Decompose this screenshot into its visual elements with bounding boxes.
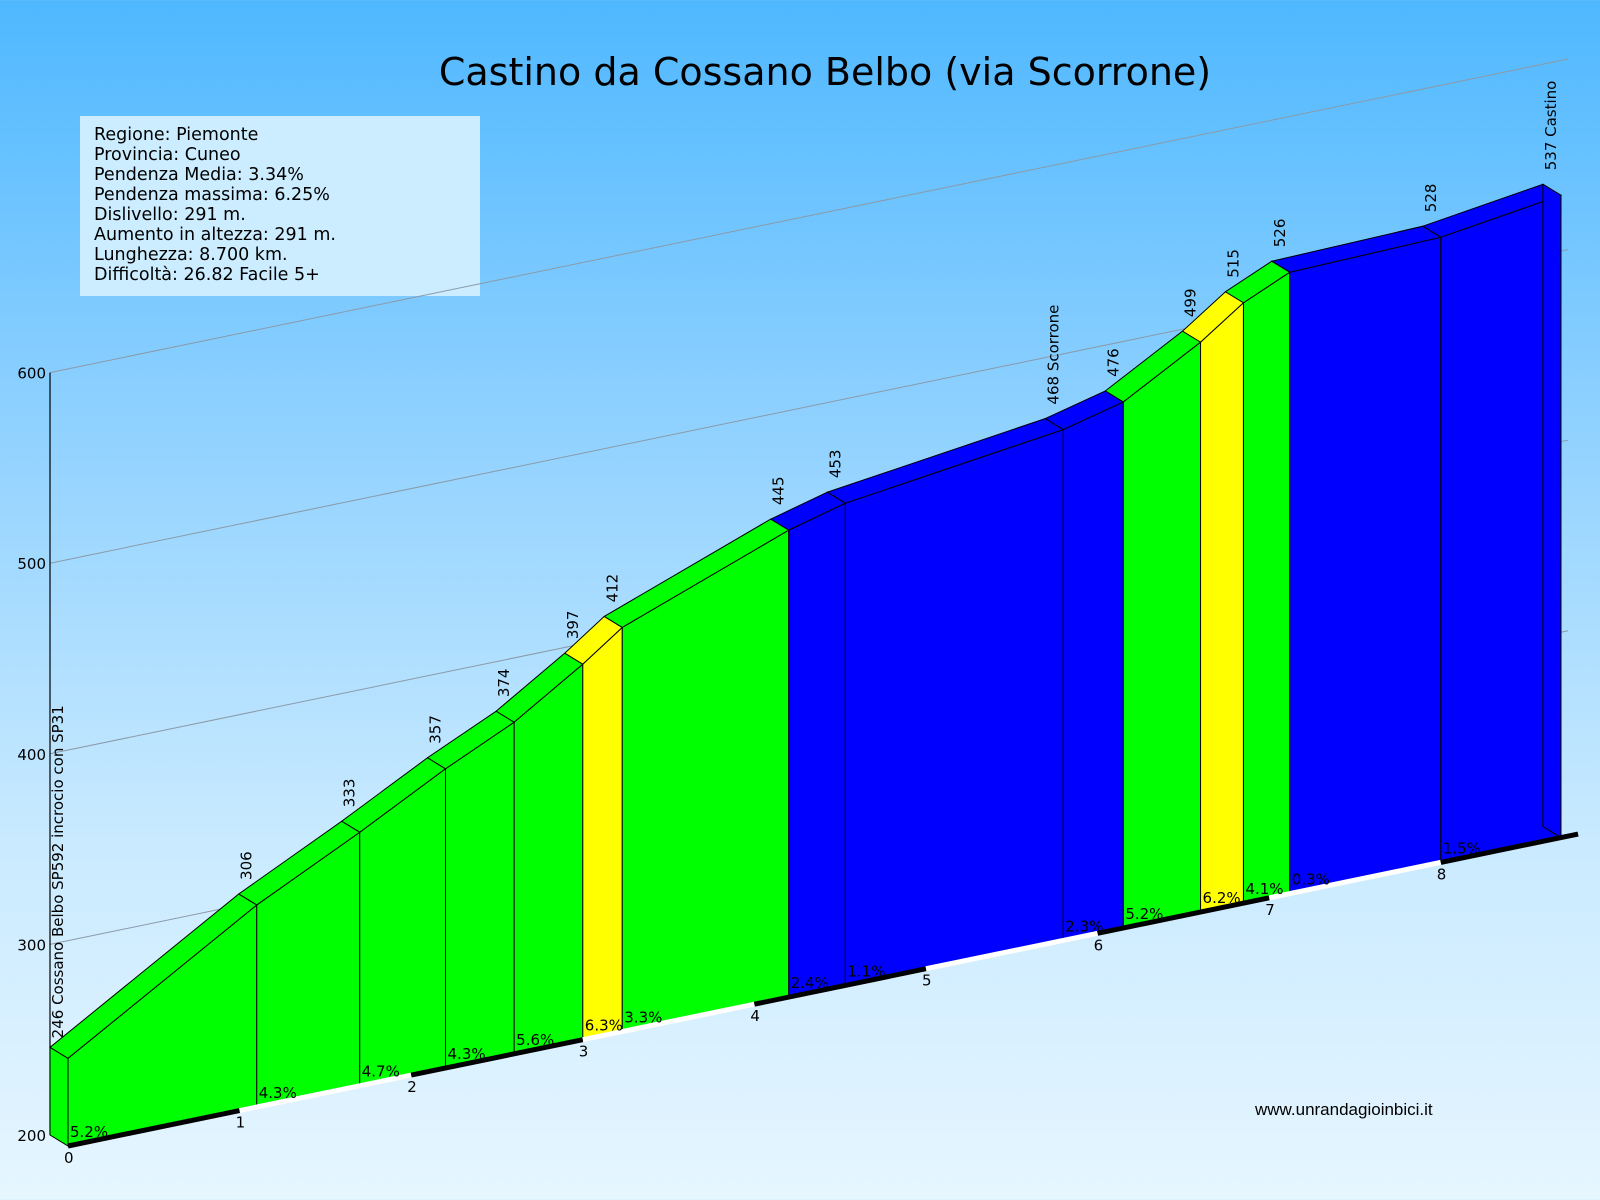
km-tick-label: 5 <box>922 972 932 990</box>
grade-label: 5.6% <box>516 1031 554 1049</box>
baseline-km-band <box>1097 895 1270 936</box>
segment-front-face <box>844 428 1064 987</box>
baseline-km-band <box>239 1072 412 1113</box>
altitude-label: 412 <box>603 574 621 603</box>
info-elevation-gain: Aumento in altezza: 291 m. <box>94 225 336 245</box>
km-tick-label: 4 <box>750 1007 760 1025</box>
baseline-km-band <box>410 1037 584 1078</box>
baseline <box>67 831 1579 1149</box>
km-tick-label: 3 <box>579 1043 589 1061</box>
y-axis: 200 300 400 500 600 <box>17 365 51 1145</box>
grid-line <box>49 58 1569 374</box>
profile-segments <box>49 194 1562 1147</box>
km-tick-label: 6 <box>1094 936 1104 954</box>
baseline-km-band <box>67 1108 241 1149</box>
profile-top-faces <box>49 183 1563 1059</box>
altitude-label: 515 <box>1224 249 1242 278</box>
grade-label: 4.3% <box>448 1045 486 1063</box>
baseline-km-band <box>1268 859 1442 901</box>
altitude-label: 374 <box>495 669 513 698</box>
baseline-km-band <box>1440 831 1579 865</box>
km-tick-label: 2 <box>407 1078 417 1096</box>
altitude-label: 445 <box>770 476 788 505</box>
info-difficulty: Difficoltà: 26.82 Facile 5+ <box>94 265 320 285</box>
km-tick-label: 1 <box>236 1114 246 1132</box>
grade-label: 2.3% <box>1065 917 1103 935</box>
km-tick-label: 0 <box>64 1149 74 1167</box>
baseline-km-band <box>582 1001 755 1043</box>
info-length: Lunghezza: 8.700 km. <box>94 245 288 265</box>
grade-label: 4.7% <box>362 1063 400 1081</box>
baseline-km-band <box>753 966 927 1007</box>
website-credit: www.unrandagioinbici.it <box>1255 1100 1433 1119</box>
grade-labels: 5.2% 4.3% 4.7% 4.3% 5.6% 6.3% 3.3% 2.4% 1.1% 2.3%… <box>70 839 1481 1141</box>
end-side-face <box>1542 183 1562 839</box>
y-tick-label: 200 <box>17 1127 46 1145</box>
info-region: Regione: Piemonte <box>94 125 259 145</box>
grade-label: 6.2% <box>1203 889 1241 907</box>
chart-title: Castino da Cossano Belbo (via Scorrone) <box>438 50 1212 94</box>
info-avg-grade: Pendenza Media: 3.34% <box>94 165 304 185</box>
segment-front-face <box>582 626 623 1041</box>
altitude-label: 537 Castino <box>1542 81 1560 171</box>
info-max-grade: Pendenza massima: 6.25% <box>94 185 330 205</box>
grade-label: 6.3% <box>585 1017 623 1035</box>
info-elevation-diff: Dislivello: 291 m. <box>94 205 246 225</box>
km-tick-label: 7 <box>1265 901 1275 919</box>
y-tick-label: 400 <box>17 746 46 764</box>
altitude-label: 357 <box>427 715 445 744</box>
altitude-label: 306 <box>238 851 256 880</box>
km-tick-label: 8 <box>1437 865 1447 883</box>
grade-label: 4.3% <box>259 1084 297 1102</box>
grade-label: 5.2% <box>70 1123 108 1141</box>
altitude-label: 476 <box>1104 348 1122 377</box>
altitude-label: 453 <box>826 450 844 479</box>
segment-front-face <box>788 502 846 998</box>
segment-front-face <box>1200 301 1244 913</box>
grade-label: 1.5% <box>1443 839 1481 857</box>
grade-label: 0.3% <box>1292 871 1330 889</box>
grade-label: 5.2% <box>1125 905 1163 923</box>
altitude-labels: 246 Cossano Belbo SP592 incrocio con SP3… <box>49 81 1560 1039</box>
grade-label: 2.4% <box>791 974 829 992</box>
y-tick-label: 600 <box>17 365 46 383</box>
segment-front-face <box>1289 236 1442 895</box>
segment-front-face <box>1242 271 1291 904</box>
altitude-label: 333 <box>341 779 359 808</box>
altitude-label: 528 <box>1422 184 1440 213</box>
altitude-label: 246 Cossano Belbo SP592 incrocio con SP3… <box>49 705 67 1038</box>
segment-front-face <box>513 663 584 1055</box>
y-tick-label: 500 <box>17 555 46 573</box>
km-labels: 0 1 2 3 4 5 6 7 8 <box>64 865 1446 1167</box>
info-province: Provincia: Cuneo <box>94 145 241 165</box>
baseline-km-band <box>925 930 1099 972</box>
grade-label: 4.1% <box>1245 880 1283 898</box>
altitude-label: 397 <box>564 611 582 640</box>
y-tick-label: 300 <box>17 936 46 954</box>
info-box: Regione: Piemonte Provincia: Cuneo Pende… <box>80 116 480 296</box>
segment-front-face <box>1122 341 1202 929</box>
start-side-face <box>49 1046 69 1147</box>
altitude-label: 468 Scorrone <box>1044 305 1062 405</box>
grade-label: 3.3% <box>624 1008 662 1026</box>
altitude-label: 499 <box>1182 288 1200 317</box>
altitude-label: 526 <box>1271 219 1289 248</box>
grade-label: 1.1% <box>847 962 885 980</box>
segment-front-face <box>445 721 515 1069</box>
segment-front-face <box>1062 401 1124 941</box>
